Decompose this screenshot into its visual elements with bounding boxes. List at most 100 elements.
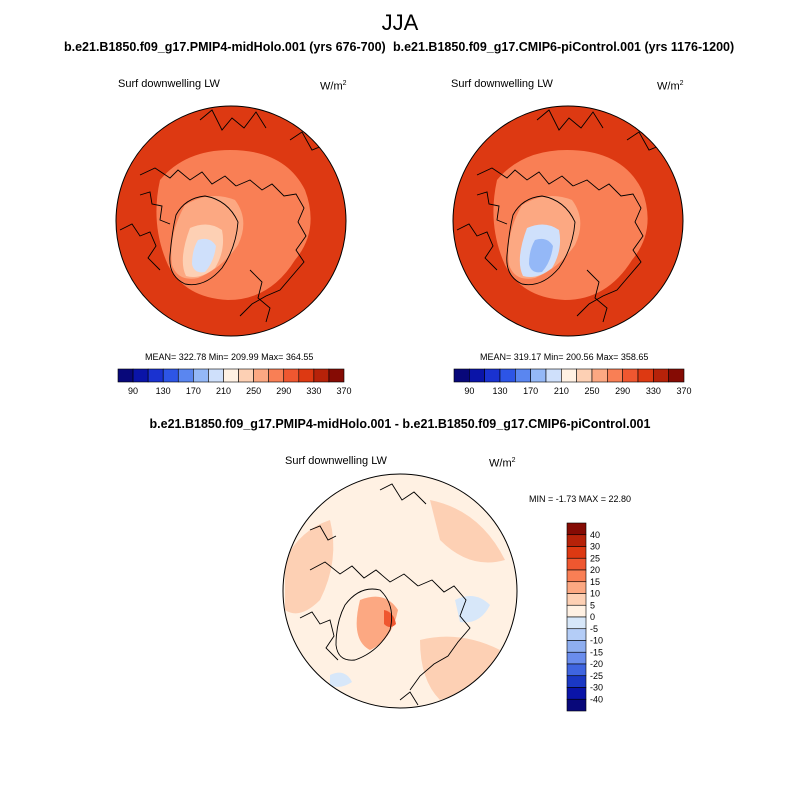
left-colorbar-box [132, 368, 149, 383]
difference-colorbar-tick-label: 0 [590, 612, 595, 622]
difference-colorbar-box [566, 557, 587, 571]
right-map-outline [452, 105, 684, 337]
difference-unit: W/m2 [489, 457, 516, 470]
difference-run-title: b.e21.B1850.f09_g17.PMIP4-midHolo.001 - … [149, 417, 651, 431]
right-colorbar-box [622, 368, 639, 383]
right-colorbar-box [591, 368, 608, 383]
left-panel-stats: MEAN= 322.78 Min= 209.99 Max= 364.55 [145, 352, 314, 362]
difference-colorbar-tick-label: -5 [590, 624, 598, 634]
right-panel-variable-label: Surf downwelling LW [451, 78, 553, 90]
difference-map-coastlines [299, 483, 471, 706]
right-colorbar: 90 130 170 210 250 290 330 370 [453, 368, 692, 396]
difference-colorbar-tick-label: 40 [590, 530, 600, 540]
difference-colorbar-box [566, 663, 587, 677]
difference-colorbar-box [566, 522, 587, 536]
right-colorbar-tick-label: 210 [554, 386, 569, 396]
right-colorbar-tick-label: 370 [676, 386, 691, 396]
right-colorbar-box [515, 368, 531, 383]
difference-map-warm-patch-south [420, 636, 500, 700]
right-colorbar-box [653, 368, 669, 383]
right-colorbar-box [561, 368, 577, 383]
difference-colorbar-box [566, 546, 587, 559]
right-colorbar-tick-label: 330 [646, 386, 661, 396]
difference-colorbar-tick-label: 20 [590, 565, 600, 575]
left-colorbar-box [117, 368, 134, 383]
right-colorbar-box [637, 368, 654, 383]
right-panel-stats: MEAN= 319.17 Min= 200.56 Max= 358.65 [480, 352, 649, 362]
left-colorbar-tick-label: 250 [246, 386, 261, 396]
left-colorbar-tick-label: 130 [156, 386, 171, 396]
difference-colorbar-tick-label: 15 [590, 577, 600, 587]
left-colorbar-tick-label: 210 [216, 386, 231, 396]
left-colorbar-box [177, 368, 194, 383]
difference-stats: MIN = -1.73 MAX = 22.80 [529, 494, 632, 504]
right-colorbar-box [545, 368, 562, 383]
left-colorbar-box [193, 368, 209, 383]
left-colorbar-box [313, 368, 330, 383]
difference-map-peak-warm-spot [384, 610, 396, 627]
right-colorbar-box [530, 368, 547, 383]
difference-colorbar-tick-label: -30 [590, 683, 603, 693]
difference-colorbar-box [566, 604, 587, 618]
difference-colorbar-tick-label: 30 [590, 542, 600, 552]
left-panel-unit: W/m2 [320, 80, 347, 93]
difference-colorbar-box [566, 616, 587, 630]
right-panel-unit: W/m2 [657, 80, 684, 93]
right-colorbar-tick-label: 170 [523, 386, 538, 396]
difference-colorbar-tick-label: -15 [590, 647, 603, 657]
right-panel-run-title: b.e21.B1850.f09_g17.CMIP6-piControl.001 … [393, 40, 735, 54]
difference-colorbar-box [566, 687, 587, 700]
right-colorbar-box [469, 368, 485, 383]
right-colorbar-box [499, 368, 516, 383]
difference-colorbar-tick-label: 25 [590, 553, 600, 563]
left-colorbar-box [298, 368, 315, 383]
difference-colorbar-box [566, 534, 587, 547]
left-colorbar-box [208, 368, 224, 383]
right-colorbar-box [453, 368, 470, 383]
difference-colorbar-box [566, 675, 587, 688]
left-colorbar-box [238, 368, 254, 383]
left-map-coastlines [119, 109, 323, 323]
right-colorbar-box [484, 368, 501, 383]
left-panel-variable-label: Surf downwelling LW [118, 78, 220, 90]
difference-colorbar-tick-label: 5 [590, 600, 595, 610]
difference-map-cool-patch-south [330, 672, 352, 687]
right-colorbar-tick-label: 250 [584, 386, 599, 396]
difference-map-warm-patch-west [285, 520, 334, 614]
difference-colorbar-tick-label: -20 [590, 659, 603, 669]
right-map-coastlines [456, 109, 660, 323]
left-map-outline [115, 105, 347, 337]
left-colorbar-box [328, 368, 345, 383]
difference-colorbar-tick-label: -25 [590, 671, 603, 681]
difference-colorbar-tick-label: 10 [590, 589, 600, 599]
difference-colorbar-box [566, 628, 587, 641]
left-colorbar-tick-label: 330 [306, 386, 321, 396]
season-title: JJA [381, 10, 419, 35]
right-colorbar-box [607, 368, 623, 383]
left-colorbar-box [162, 368, 179, 383]
difference-map-outline [282, 473, 518, 709]
difference-variable-label: Surf downwelling LW [285, 455, 387, 467]
right-colorbar-tick-label: 90 [464, 386, 474, 396]
difference-polar-map [282, 473, 518, 709]
difference-map-warm-patch-north [430, 500, 505, 563]
difference-colorbar-tick-label: -10 [590, 636, 603, 646]
difference-colorbar-box [566, 698, 587, 712]
left-polar-map [115, 105, 347, 337]
difference-colorbar-box [566, 569, 587, 583]
difference-colorbar-box [566, 581, 587, 594]
difference-colorbar-tick-label: -40 [590, 694, 603, 704]
difference-colorbar-box [566, 651, 587, 665]
left-colorbar-box [268, 368, 285, 383]
left-panel-run-title: b.e21.B1850.f09_g17.PMIP4-midHolo.001 (y… [64, 40, 386, 54]
left-colorbar-box [283, 368, 300, 383]
right-colorbar-box [668, 368, 685, 383]
difference-colorbar-box [566, 593, 587, 606]
left-colorbar-tick-label: 290 [276, 386, 291, 396]
left-colorbar-box [223, 368, 239, 383]
difference-map-cool-patch-east [455, 596, 490, 623]
left-colorbar-box [147, 368, 164, 383]
right-map-greenland-core-field [529, 238, 553, 273]
